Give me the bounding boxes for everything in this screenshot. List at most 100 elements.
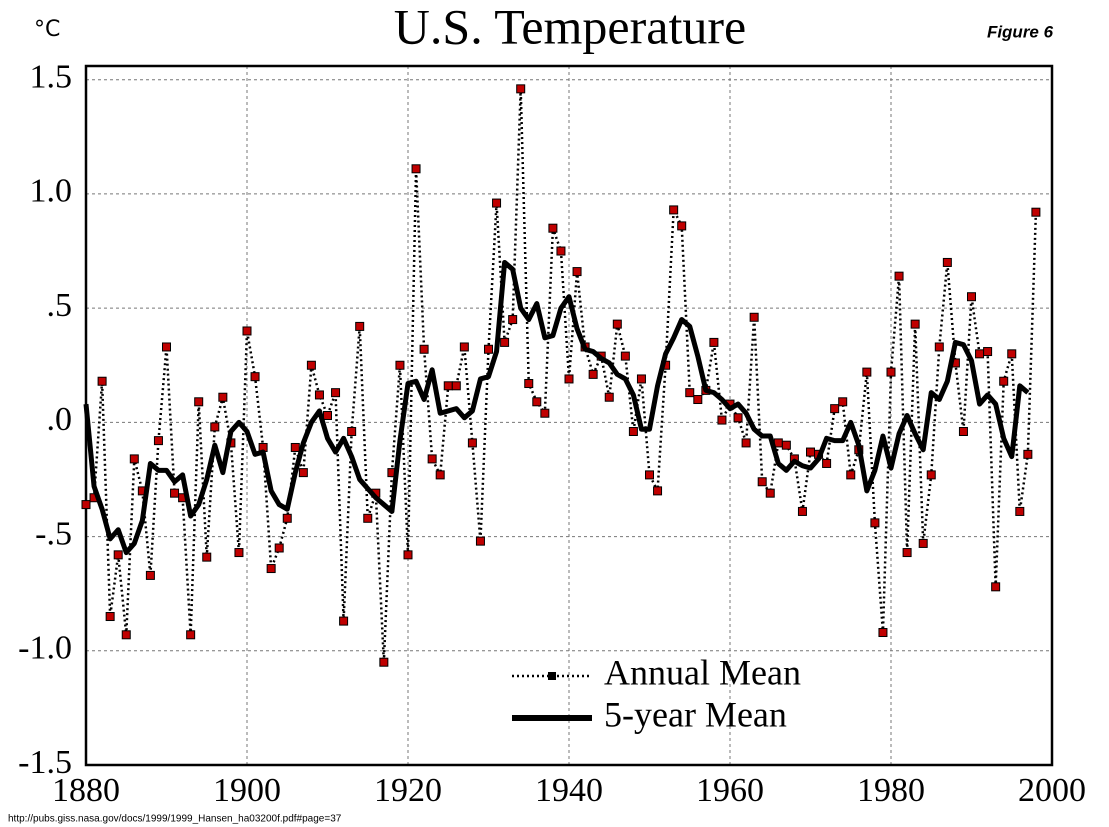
- point-marker: [612, 319, 622, 329]
- point-marker: [145, 570, 155, 580]
- point-marker: [403, 550, 413, 560]
- point-marker: [886, 367, 896, 377]
- point-marker: [162, 342, 171, 352]
- point-marker: [942, 257, 952, 267]
- point-marker: [419, 344, 429, 354]
- y-tick-label: -1.5: [18, 744, 72, 781]
- point-marker: [958, 426, 968, 436]
- point-marker: [306, 360, 316, 370]
- annual-line: [85, 87, 1038, 664]
- point-marker: [395, 360, 405, 370]
- point-marker: [757, 477, 767, 487]
- point-marker: [210, 422, 220, 432]
- y-tick-label: 1.0: [30, 173, 73, 210]
- point-marker: [693, 395, 703, 405]
- point-marker: [331, 388, 341, 398]
- point-marker: [113, 550, 123, 560]
- point-marker: [274, 543, 284, 553]
- point-marker: [467, 438, 477, 448]
- point-marker: [918, 538, 928, 548]
- point-marker: [170, 488, 180, 498]
- y-tick-label: -1.0: [18, 630, 72, 667]
- point-marker: [298, 468, 308, 478]
- chart-title: U.S. Temperature: [394, 0, 746, 54]
- point-marker: [492, 198, 502, 208]
- point-marker: [741, 438, 751, 448]
- point-marker: [363, 513, 373, 523]
- point-marker: [250, 372, 260, 382]
- point-marker: [709, 337, 719, 347]
- point-marker: [838, 397, 848, 407]
- point-marker: [266, 564, 276, 574]
- point-marker: [604, 392, 614, 402]
- legend-label: 5-year Mean: [604, 694, 787, 734]
- point-marker: [282, 513, 292, 523]
- x-tick-label: 1960: [696, 772, 764, 809]
- mean-line: [83, 259, 1030, 556]
- point-marker: [516, 84, 526, 94]
- point-marker: [379, 657, 389, 667]
- point-marker: [999, 376, 1009, 386]
- point-marker: [202, 552, 212, 562]
- point-marker: [870, 518, 880, 528]
- point-marker: [556, 246, 566, 256]
- point-marker: [524, 379, 534, 389]
- point-marker: [129, 454, 139, 464]
- point-marker: [105, 612, 115, 622]
- point-marker: [620, 351, 630, 361]
- point-marker: [669, 205, 679, 215]
- point-marker: [653, 486, 663, 496]
- point-marker: [975, 349, 985, 359]
- point-marker: [121, 630, 131, 640]
- point-marker: [685, 388, 695, 398]
- point-marker: [323, 411, 332, 420]
- point-marker: [314, 390, 324, 400]
- point-marker: [97, 376, 107, 386]
- y-unit: °C: [34, 17, 60, 42]
- source-note: http://pubs.giss.nasa.gov/docs/1999/1999…: [8, 814, 342, 825]
- x-tick-label: 2000: [1018, 772, 1086, 809]
- point-marker: [153, 436, 163, 446]
- point-marker: [806, 447, 815, 457]
- point-marker: [355, 321, 365, 331]
- legend-marker: [548, 672, 556, 680]
- point-marker: [991, 582, 1001, 592]
- point-marker: [830, 404, 840, 414]
- y-tick-label: .5: [47, 287, 73, 324]
- point-marker: [628, 426, 638, 436]
- point-marker: [677, 221, 687, 231]
- point-marker: [451, 381, 461, 391]
- point-marker: [540, 408, 550, 418]
- point-marker: [234, 548, 244, 558]
- point-marker: [484, 344, 493, 354]
- point-marker: [781, 440, 791, 450]
- point-marker: [894, 271, 904, 281]
- point-marker: [81, 500, 91, 510]
- point-marker: [967, 292, 976, 302]
- point-marker: [910, 319, 920, 329]
- point-marker: [1015, 506, 1025, 516]
- point-marker: [443, 381, 453, 391]
- x-tick-label: 1880: [52, 772, 120, 809]
- point-marker: [459, 342, 469, 352]
- figure-label: Figure 6: [987, 22, 1054, 41]
- point-marker: [242, 326, 252, 336]
- point-marker: [846, 470, 856, 480]
- point-marker: [636, 374, 646, 384]
- point-marker: [339, 616, 349, 626]
- x-tick-label: 1940: [535, 772, 603, 809]
- point-marker: [645, 470, 654, 480]
- point-marker: [475, 536, 485, 546]
- point-marker: [902, 548, 912, 558]
- x-tick-label: 1980: [857, 772, 925, 809]
- point-marker: [717, 415, 727, 425]
- y-tick-label: .0: [47, 401, 73, 438]
- point-marker: [548, 223, 558, 233]
- point-marker: [1007, 349, 1017, 359]
- point-marker: [822, 458, 832, 468]
- point-marker: [290, 442, 300, 452]
- point-marker: [1031, 207, 1041, 217]
- point-marker: [765, 488, 775, 498]
- x-tick-label: 1920: [374, 772, 442, 809]
